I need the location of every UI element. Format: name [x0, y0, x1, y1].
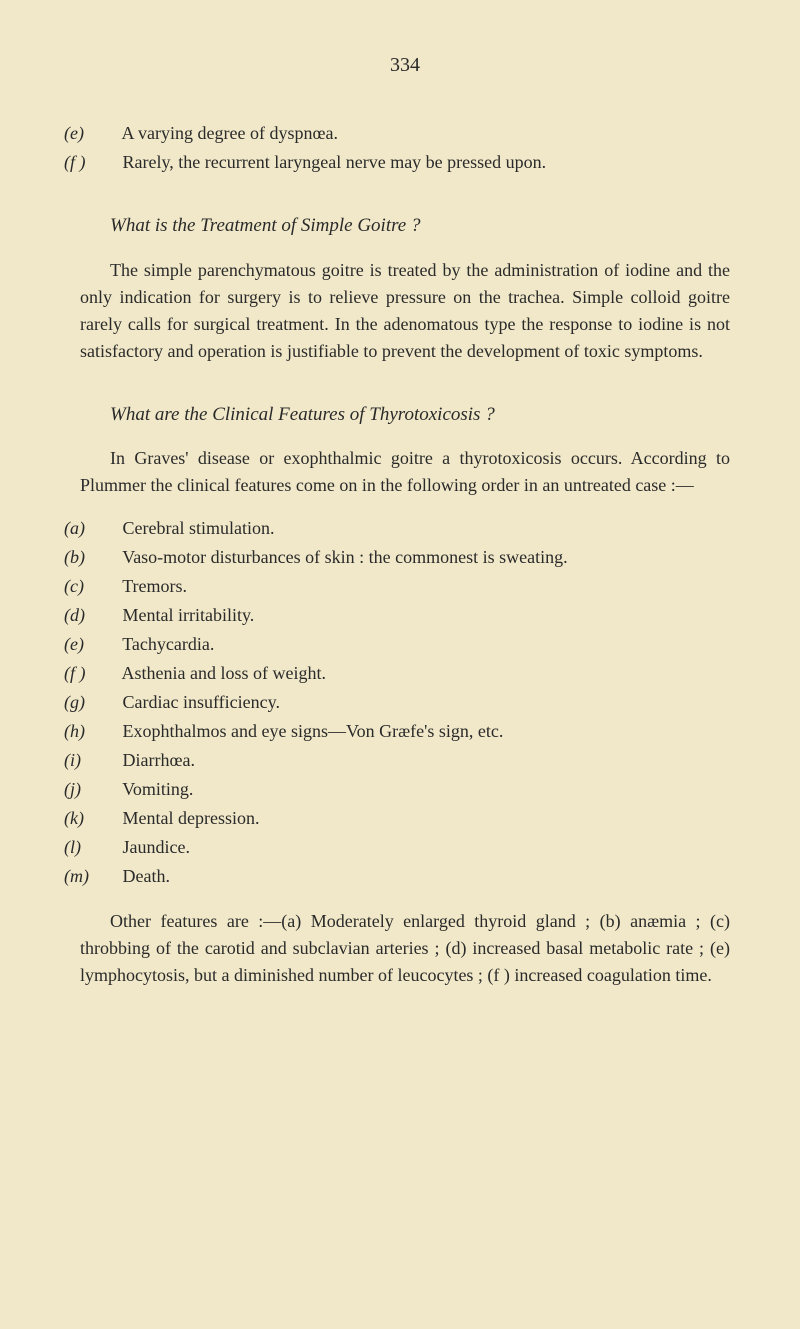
paragraph: Other features are :—(a) Moderately enla…: [80, 908, 730, 989]
list-item-f: (f ) Asthenia and loss of weight.: [80, 660, 730, 687]
item-label: (g): [92, 689, 118, 716]
list-item-d: (d) Mental irritability.: [80, 602, 730, 629]
item-text: Mental irritability.: [123, 605, 255, 625]
item-text: Jaundice.: [123, 837, 190, 857]
item-label: (e): [92, 631, 118, 658]
item-label: (b): [92, 544, 118, 571]
item-text: Cardiac insufficiency.: [123, 692, 280, 712]
item-label: (f ): [92, 660, 118, 687]
item-text: Death.: [123, 866, 170, 886]
list-item-c: (c) Tremors.: [80, 573, 730, 600]
item-text: A varying degree of dyspnœa.: [122, 123, 338, 143]
section-heading-2: What are the Clinical Features of Thyrot…: [80, 401, 730, 430]
item-label: (e): [92, 120, 118, 147]
item-text: Cerebral stimulation.: [123, 518, 275, 538]
list-item-g: (g) Cardiac insufficiency.: [80, 689, 730, 716]
item-label: (d): [92, 602, 118, 629]
list-item-j: (j) Vomiting.: [80, 776, 730, 803]
item-text: Tremors.: [122, 576, 187, 596]
list-item-l: (l) Jaundice.: [80, 834, 730, 861]
list-item-a: (a) Cerebral stimulation.: [80, 515, 730, 542]
item-text: Vaso-motor disturbances of skin : the co…: [122, 547, 567, 567]
item-label: (a): [92, 515, 118, 542]
item-label: (l): [92, 834, 118, 861]
list-item-b: (b) Vaso-motor disturbances of skin : th…: [80, 544, 730, 571]
item-label: (c): [92, 573, 118, 600]
item-label: (h): [92, 718, 118, 745]
item-text: Vomiting.: [122, 779, 193, 799]
item-text: Tachycardia.: [122, 634, 214, 654]
list-item-i: (i) Diarrhœa.: [80, 747, 730, 774]
item-text: Mental depression.: [123, 808, 260, 828]
section-heading-1: What is the Treatment of Simple Goitre ?: [80, 212, 730, 241]
page-number: 334: [80, 50, 730, 80]
item-label: (k): [92, 805, 118, 832]
paragraph: In Graves' disease or exophthalmic goitr…: [80, 445, 730, 499]
list-item-e: (e) Tachycardia.: [80, 631, 730, 658]
item-text: Asthenia and loss of weight.: [122, 663, 326, 683]
item-label: (i): [92, 747, 118, 774]
item-label: (f ): [92, 149, 118, 176]
list-item-f: (f ) Rarely, the recurrent laryngeal ner…: [80, 149, 730, 176]
list-item-k: (k) Mental depression.: [80, 805, 730, 832]
item-text: Diarrhœa.: [123, 750, 195, 770]
list-item-e: (e) A varying degree of dyspnœa.: [80, 120, 730, 147]
item-text: Rarely, the recurrent laryngeal nerve ma…: [123, 152, 547, 172]
list-item-h: (h) Exophthalmos and eye signs—Von Græfe…: [80, 718, 730, 745]
list-item-m: (m) Death.: [80, 863, 730, 890]
item-label: (m): [92, 863, 118, 890]
item-text: Exophthalmos and eye signs—Von Græfe's s…: [123, 721, 504, 741]
paragraph: The simple parenchymatous goitre is trea…: [80, 257, 730, 365]
item-label: (j): [92, 776, 118, 803]
